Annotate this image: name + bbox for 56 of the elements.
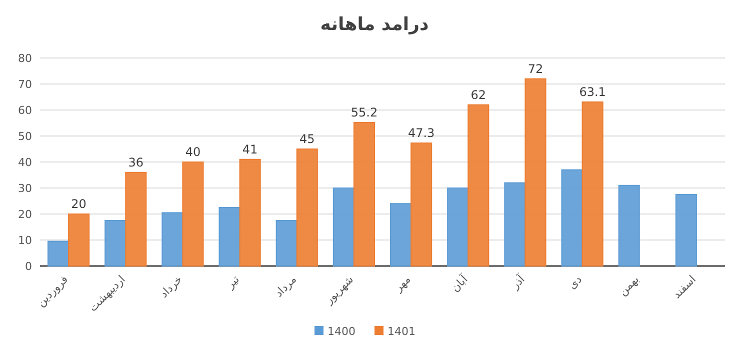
data-label: 47.3 [408,126,435,140]
x-tick-label: دی [566,272,584,292]
legend-label: 1400 [328,325,356,338]
bar [182,162,204,266]
y-tick-label: 40 [18,156,32,169]
y-tick-label: 20 [18,208,32,221]
x-tick-label: اسفند [670,272,699,302]
y-tick-label: 80 [18,52,32,65]
bar [218,207,240,266]
bar [162,212,184,266]
bar [353,122,376,266]
bar [68,214,90,266]
y-tick-label: 70 [18,78,32,91]
y-tick-label: 10 [18,234,32,247]
bar [239,158,261,266]
data-label: 41 [242,142,258,156]
bar [104,220,126,266]
x-tick-label: آبان [448,272,471,295]
x-tick-label: مهر [391,272,414,295]
bar [276,220,298,266]
bar [524,78,546,266]
y-tick-label: 50 [18,130,32,143]
data-label: 72 [528,62,544,76]
y-tick-label: 30 [18,182,32,195]
bar [582,101,604,266]
y-tick-label: 0 [25,260,32,273]
x-tick-label: مرداد [272,272,300,300]
x-tick-label: شهریور [322,272,356,308]
bar [618,184,640,266]
x-tick-label: آذر [507,272,528,292]
bar [296,148,318,266]
bar [410,142,432,266]
data-label: 63.1 [579,84,606,99]
x-tick-label: خرداد [157,272,185,300]
bar [332,188,354,266]
y-tick-label: 60 [18,104,32,117]
bar [47,240,70,266]
data-label: 45 [300,132,315,146]
data-label: 40 [185,145,201,159]
bar [504,182,526,266]
x-tick-label: فروردین [34,272,71,310]
title: درامد ماهانه [320,14,429,35]
bar [468,104,490,266]
bar [561,169,583,266]
bar [390,203,412,266]
data-label: 36 [128,155,144,170]
x-tick-label: بهمن [616,272,642,298]
data-label: 62 [470,88,486,102]
data-label: 20 [71,197,86,211]
x-tick-label: تیر [223,272,242,292]
bar [675,194,697,266]
x-tick-label: اردیبهشت [86,272,128,314]
bar [125,172,147,266]
legend-label: 1401 [388,325,416,338]
data-label: 55.2 [350,105,378,120]
bar [447,188,469,266]
